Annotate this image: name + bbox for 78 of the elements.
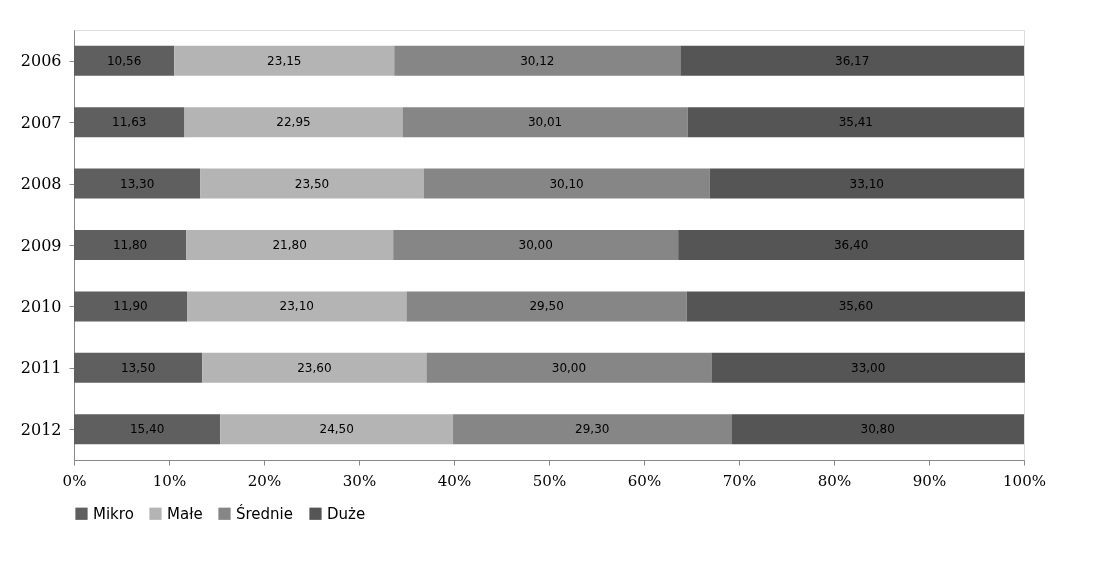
bar [200,168,424,199]
bar [74,352,203,383]
data-label: 11,63 [112,115,147,130]
bar [74,45,175,76]
y-tick-label: 2006 [20,51,62,71]
bar [74,168,201,199]
x-tick-label: 40% [437,471,472,490]
data-label: 13,30 [120,176,155,191]
data-label: 30,01 [527,115,563,130]
x-tick-label: 90% [912,471,947,490]
legend-label: Średnie [236,503,294,523]
data-label: 22,95 [276,115,311,130]
bar [453,414,732,445]
data-label: 30,80 [860,422,895,437]
x-tick-label: 60% [627,471,662,490]
data-label: 29,30 [575,422,610,437]
x-tick-label: 20% [247,471,282,490]
bar [187,291,407,322]
x-tick-label: 0% [62,471,87,490]
data-label: 23,60 [297,360,332,375]
data-label: 23,15 [267,53,302,68]
y-tick-label: 2011 [20,358,62,378]
data-label: 13,50 [120,360,156,375]
bar [393,230,679,260]
data-label: 30,00 [551,360,587,375]
data-label: 29,50 [529,299,564,314]
x-tick-label: 70% [722,471,757,490]
legend-label: Mikro [93,504,134,523]
bar [202,352,427,383]
bar [709,168,1024,199]
bar [678,230,1024,260]
bar [687,107,1024,138]
x-tick-label: 10% [152,471,187,490]
y-tick-label: 2007 [20,112,62,132]
bar [423,168,710,199]
data-label: 33,00 [851,360,886,375]
bar [74,107,185,138]
legend-label: Małe [167,504,203,523]
data-label: 30,00 [518,238,553,252]
data-label: 15,40 [129,422,165,437]
bar [74,230,187,260]
data-label: 30,10 [549,176,584,191]
bar [406,291,687,322]
bar [394,45,681,76]
bar [74,414,221,445]
data-label: 23,10 [279,299,314,314]
bar [686,291,1025,322]
x-tick-label: 80% [817,471,852,490]
y-tick-label: 2012 [20,419,62,439]
bar [426,352,712,383]
data-label: 11,90 [113,299,148,314]
data-label: 11,80 [112,238,148,252]
y-tick-label: 2010 [20,296,62,316]
bar [680,45,1024,76]
bar [74,291,188,322]
data-label: 23,50 [294,176,330,191]
data-label: 35,60 [838,299,874,314]
data-label: 33,10 [849,176,884,191]
legend-label: Duże [327,504,366,523]
bar [174,45,395,76]
bar [402,107,688,138]
x-tick-label: 50% [532,471,567,490]
x-tick-label: 100% [1003,471,1046,490]
bar [731,414,1024,445]
data-label: 35,41 [838,115,873,130]
data-label: 10,56 [106,53,142,68]
data-label: 36,17 [835,53,870,68]
y-tick-label: 2009 [20,235,62,255]
bar [220,414,454,445]
y-tick-label: 2008 [20,174,62,194]
data-label: 24,50 [319,422,354,437]
bar [184,107,403,138]
bar [711,352,1025,383]
data-label: 36,40 [833,238,869,252]
bar [186,230,394,260]
x-tick-label: 30% [342,471,377,490]
data-label: 21,80 [272,238,307,252]
data-label: 30,12 [520,53,555,68]
